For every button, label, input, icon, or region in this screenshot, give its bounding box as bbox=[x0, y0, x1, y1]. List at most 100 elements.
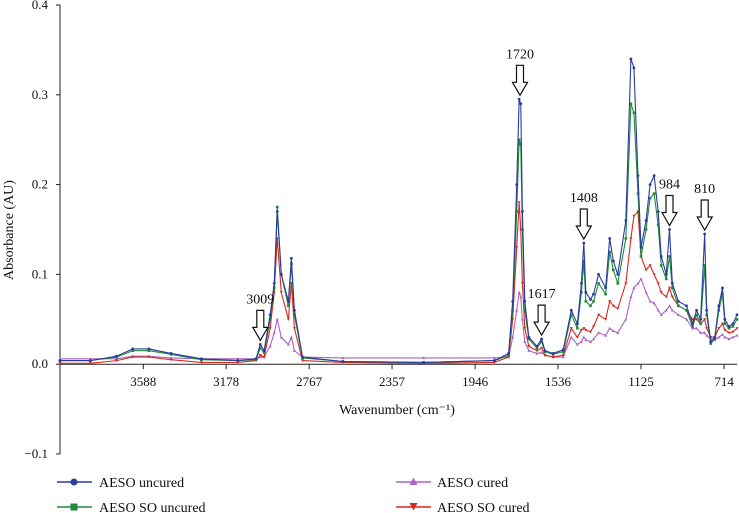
data-point bbox=[723, 317, 727, 321]
y-tick-label: 0.1 bbox=[32, 266, 48, 281]
data-point bbox=[289, 335, 293, 339]
data-point bbox=[723, 322, 727, 326]
data-point bbox=[535, 344, 539, 348]
peak-marker-984: 984 bbox=[659, 178, 680, 227]
data-point bbox=[713, 335, 717, 339]
data-point bbox=[727, 331, 731, 335]
data-point bbox=[652, 192, 656, 195]
data-point bbox=[616, 331, 620, 334]
down-arrow-icon bbox=[696, 199, 714, 232]
data-point bbox=[286, 342, 290, 346]
legend-label: AESO SO cured bbox=[437, 501, 530, 513]
data-point bbox=[527, 335, 531, 339]
data-point bbox=[580, 291, 583, 294]
data-point bbox=[659, 264, 663, 267]
data-point bbox=[695, 326, 699, 330]
data-point bbox=[492, 356, 496, 360]
data-point bbox=[648, 196, 652, 200]
data-point bbox=[597, 282, 600, 285]
data-point bbox=[720, 322, 724, 326]
data-point bbox=[519, 142, 523, 146]
data-point bbox=[616, 282, 620, 285]
data-point bbox=[705, 313, 708, 317]
data-point bbox=[624, 317, 628, 321]
data-point bbox=[58, 362, 62, 365]
data-point bbox=[684, 317, 688, 321]
data-point bbox=[147, 355, 151, 359]
data-point bbox=[639, 255, 643, 258]
data-point bbox=[169, 352, 173, 355]
peak-marker-1408: 1408 bbox=[570, 191, 598, 241]
data-point bbox=[258, 343, 262, 346]
data-point bbox=[709, 342, 713, 345]
data-point bbox=[523, 340, 527, 343]
data-point bbox=[668, 228, 671, 231]
data-point bbox=[644, 228, 648, 231]
data-point bbox=[341, 356, 345, 360]
data-point bbox=[561, 354, 565, 357]
x-tick-label: 3588 bbox=[130, 374, 156, 389]
data-point bbox=[272, 331, 276, 334]
data-point bbox=[597, 313, 601, 317]
series-line bbox=[60, 278, 738, 360]
data-point bbox=[735, 313, 739, 317]
data-point bbox=[515, 246, 519, 250]
data-point bbox=[723, 328, 727, 332]
data-point bbox=[268, 344, 272, 348]
peak-label: 3009 bbox=[246, 292, 274, 307]
data-point bbox=[527, 349, 531, 352]
data-point bbox=[275, 205, 279, 209]
data-point bbox=[517, 97, 521, 101]
peak-label: 810 bbox=[694, 182, 715, 197]
series-aeso-uncured bbox=[58, 57, 739, 364]
data-point bbox=[515, 210, 519, 213]
x-tick-label: 1946 bbox=[462, 374, 489, 389]
data-point bbox=[287, 304, 290, 308]
data-point bbox=[611, 329, 615, 333]
data-point bbox=[258, 346, 262, 350]
peak-marker-1617: 1617 bbox=[528, 287, 556, 337]
data-point bbox=[561, 350, 565, 353]
x-tick-label: 2357 bbox=[379, 374, 406, 389]
data-point bbox=[709, 340, 713, 344]
data-point bbox=[523, 327, 527, 330]
data-point bbox=[341, 360, 345, 363]
data-point bbox=[720, 332, 724, 336]
series-aeso-so-cured bbox=[58, 201, 739, 365]
data-point bbox=[695, 313, 698, 317]
legend-swatch-marker bbox=[70, 478, 78, 486]
data-point bbox=[254, 357, 258, 361]
data-point bbox=[648, 183, 652, 187]
y-tick-label: 0.3 bbox=[32, 87, 48, 102]
data-point bbox=[639, 246, 643, 249]
peak-label: 1617 bbox=[528, 287, 556, 302]
data-point bbox=[115, 354, 118, 358]
data-point bbox=[705, 327, 709, 330]
data-point bbox=[422, 361, 426, 364]
data-point bbox=[540, 337, 543, 341]
data-point bbox=[670, 308, 674, 312]
data-point bbox=[668, 286, 672, 290]
data-point bbox=[511, 309, 514, 312]
data-point bbox=[608, 300, 612, 303]
data-point bbox=[731, 335, 735, 339]
data-point bbox=[535, 349, 539, 353]
data-point bbox=[691, 322, 694, 326]
data-point bbox=[604, 333, 608, 337]
data-point bbox=[624, 219, 628, 222]
data-point bbox=[659, 313, 663, 317]
data-point bbox=[293, 313, 296, 317]
data-point bbox=[507, 353, 510, 357]
data-point bbox=[659, 255, 663, 258]
data-point bbox=[584, 328, 588, 332]
data-point bbox=[589, 304, 592, 308]
data-point bbox=[699, 317, 703, 321]
data-point bbox=[671, 286, 674, 290]
data-point bbox=[540, 350, 544, 354]
data-point bbox=[268, 327, 272, 330]
data-point bbox=[584, 338, 588, 342]
data-point bbox=[576, 326, 579, 330]
data-point bbox=[636, 174, 640, 178]
data-point bbox=[592, 300, 595, 303]
data-point bbox=[279, 335, 283, 339]
